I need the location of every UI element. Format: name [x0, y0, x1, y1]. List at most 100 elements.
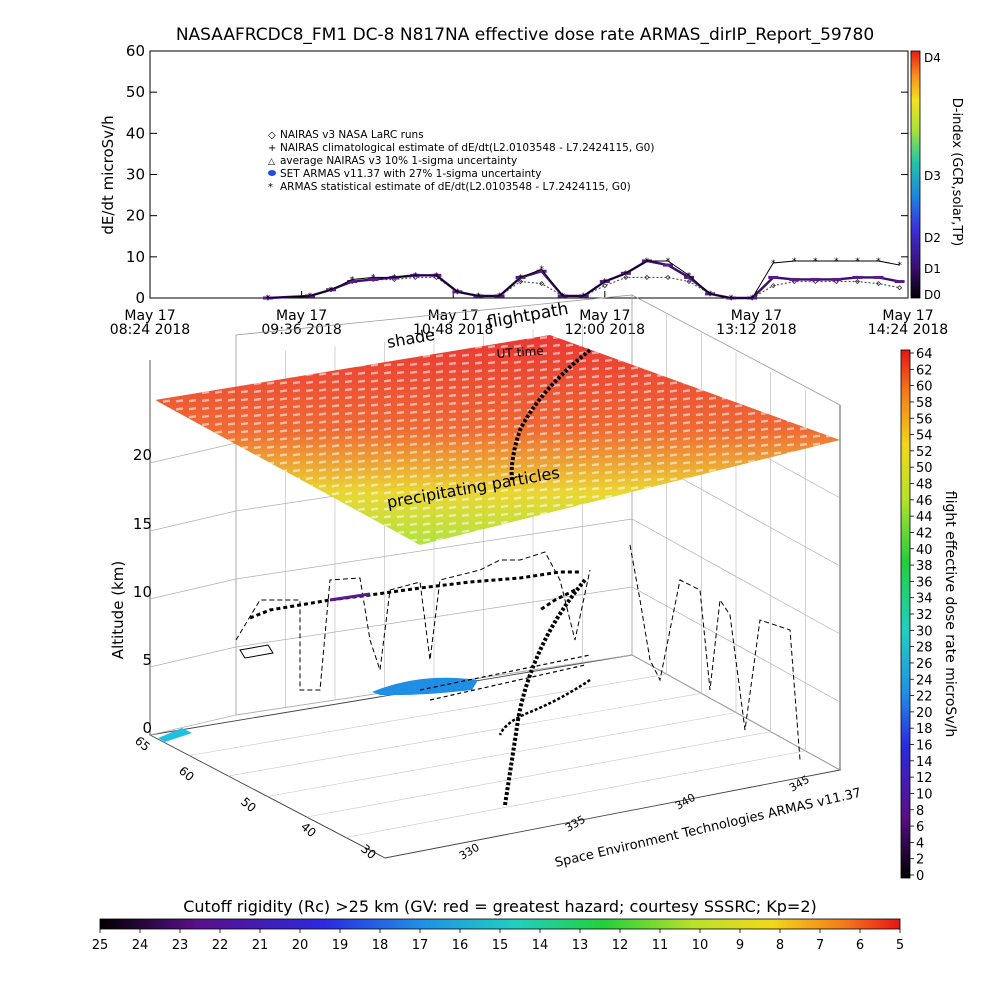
- sheet-dash: [799, 442, 808, 447]
- sheet-dash: [435, 466, 444, 470]
- sheet-dash: [409, 538, 418, 542]
- sheet-dash: [214, 478, 223, 482]
- d-index-tick-d1: D1: [924, 262, 941, 276]
- sheet-dash: [695, 532, 704, 537]
- sheet-dash: [227, 366, 236, 370]
- sheet-dash: [591, 486, 600, 491]
- sheet-dash: [331, 468, 340, 472]
- z-tick-15: 15: [133, 515, 152, 533]
- sheet-dash: [656, 373, 665, 378]
- d-index-tick-d3: D3: [924, 169, 941, 183]
- series-point-armas-stat: *: [539, 265, 544, 275]
- sheet-dash: [214, 534, 223, 538]
- sheet-dash: [513, 384, 522, 388]
- series-point-armas-stat: *: [476, 292, 481, 302]
- dose-rate-tick-label: 60: [916, 380, 933, 395]
- lat-tick-40: 40: [298, 820, 319, 841]
- sheet-dash: [552, 495, 561, 500]
- dose-rate-tick-label: 2: [916, 853, 924, 868]
- sheet-dash: [708, 388, 717, 393]
- sheet-dash: [448, 521, 457, 526]
- sheet-dash: [357, 443, 366, 448]
- sheet-dash: [552, 519, 561, 524]
- sheet-dash: [773, 355, 782, 359]
- top-x-tick-label-date: May 17: [276, 308, 327, 324]
- sheet-dash: [448, 369, 457, 374]
- sheet-dash: [500, 464, 509, 469]
- sheet-dash: [604, 454, 613, 459]
- sheet-dash: [435, 482, 444, 486]
- sheet-dash: [708, 364, 717, 369]
- sheet-dash: [201, 486, 210, 491]
- cutoff-tick-label: 25: [92, 938, 109, 953]
- sheet-dash: [331, 476, 340, 480]
- flightpath-lower: [498, 678, 591, 736]
- sheet-dash: [422, 538, 431, 542]
- sheet-dash: [604, 342, 613, 347]
- dose-rate-colorbar: [900, 349, 911, 879]
- sheet-dash: [747, 403, 756, 408]
- sheet-dash: [773, 491, 782, 495]
- sheet-dash: [786, 491, 795, 495]
- sheet-dash: [188, 415, 197, 419]
- sheet-dash: [565, 351, 574, 355]
- sheet-dash: [162, 415, 171, 419]
- sheet-dash: [695, 508, 704, 513]
- sheet-dash: [305, 524, 314, 529]
- sheet-dash: [292, 356, 301, 361]
- dose-rate-tick-label: 18: [916, 722, 933, 737]
- sheet-dash: [279, 421, 288, 425]
- sheet-dash: [279, 365, 288, 369]
- sheet-dash: [422, 530, 431, 534]
- sheet-dash: [155, 495, 158, 500]
- sheet-dash: [370, 523, 379, 527]
- sheet-dash: [240, 485, 249, 490]
- sheet-dash: [227, 398, 236, 402]
- sheet-dash: [487, 409, 496, 413]
- lon-tick-330: 330: [457, 841, 482, 863]
- sheet-dash: [409, 514, 418, 518]
- sheet-dash: [812, 490, 821, 494]
- sheet-dash: [240, 509, 249, 514]
- sheet-dash: [825, 378, 834, 382]
- sheet-dash: [812, 434, 821, 438]
- sheet-dash: [305, 540, 314, 545]
- sheet-dash: [162, 439, 171, 443]
- series-point-armas-stat: *: [518, 273, 523, 283]
- sheet-dash: [383, 483, 392, 487]
- sheet-dash: [838, 370, 840, 374]
- dose-rate-tick-label: 4: [916, 836, 924, 851]
- sheet-dash: [487, 361, 496, 365]
- sheet-dash: [188, 351, 197, 355]
- dose-rate-tick-label: 30: [916, 624, 933, 639]
- sheet-dash: [526, 456, 535, 460]
- sheet-dash: [643, 373, 652, 378]
- sheet-dash: [812, 506, 821, 510]
- sheet-dash: [396, 386, 405, 391]
- sheet-dash: [708, 484, 717, 489]
- sheet-dash: [155, 407, 158, 412]
- z-tick-0: 0: [142, 719, 152, 737]
- sheet-dash: [591, 454, 600, 459]
- sheet-dash: [513, 520, 522, 524]
- sheet-dash: [162, 455, 171, 459]
- sheet-dash: [383, 491, 392, 495]
- sheet-dash: [825, 458, 834, 462]
- sheet-dash: [721, 452, 730, 456]
- sheet-dash: [253, 357, 262, 362]
- sheet-dash: [188, 487, 197, 491]
- sheet-dash: [695, 492, 704, 497]
- sheet-dash: [254, 327, 261, 328]
- sheet-dash: [617, 414, 626, 418]
- sheet-dash: [305, 460, 314, 465]
- sheet-dash: [175, 431, 184, 435]
- sheet-dash: [227, 350, 236, 354]
- sheet-dash: [565, 519, 574, 523]
- sheet-dash: [435, 426, 444, 430]
- sheet-dash: [799, 394, 808, 399]
- dose-rate-tick-label: 24: [916, 673, 933, 688]
- globe-panel: shade UT time flightpath precipitating p…: [109, 294, 958, 884]
- sheet-dash: [552, 383, 561, 388]
- sheet-dash: [500, 336, 509, 341]
- sheet-dash: [305, 396, 314, 401]
